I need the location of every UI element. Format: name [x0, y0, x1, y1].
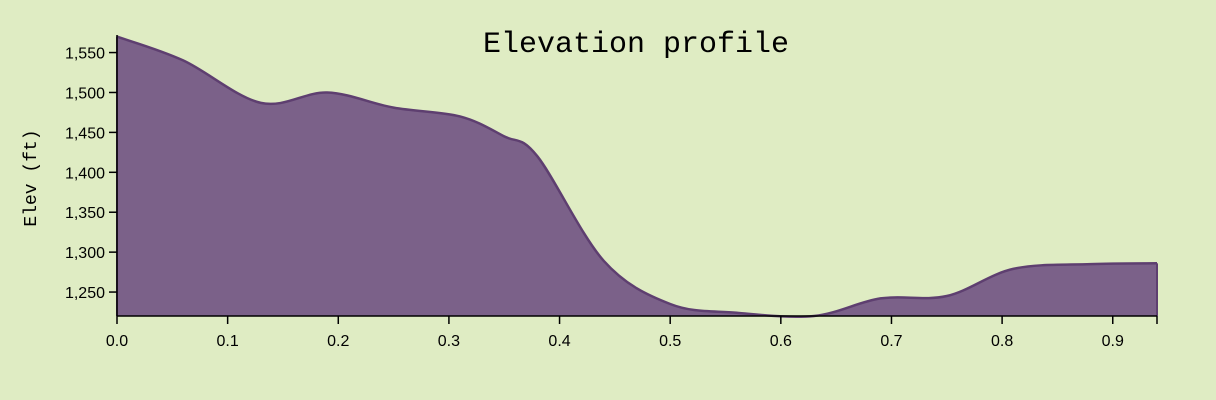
elevation-area-0	[117, 36, 1157, 317]
x-tick-label: 0.4	[548, 333, 570, 350]
x-tick-label: 0.8	[991, 333, 1013, 350]
y-tick-label: 1,350	[65, 205, 105, 222]
y-axis-label: Elev (ft)	[22, 129, 42, 226]
x-axis: 0.0 0.1 0.2 0.3 0.4 0.5 0.6 0.7 0.8 0.9	[106, 315, 1158, 350]
elevation-line-0	[116, 35, 1158, 319]
y-tick-label: 1,400	[65, 165, 105, 182]
x-tick-label: 0.5	[659, 333, 681, 350]
x-tick-label: 0.9	[1102, 333, 1124, 350]
x-tick-label: 0.2	[327, 333, 349, 350]
y-tick-label: 1,250	[65, 285, 105, 302]
x-tick-label: 0.6	[770, 333, 792, 350]
x-tick-label: 0.0	[106, 333, 128, 350]
y-tick-label: 1,450	[65, 125, 105, 142]
x-tick-label: 0.7	[880, 333, 902, 350]
chart-title: Elevation profile	[483, 28, 789, 62]
x-tick-label: 0.3	[438, 333, 460, 350]
y-tick-label: 1,500	[65, 85, 105, 102]
y-axis: 1,250 1,300 1,350 1,400 1,450 1,500 1,550	[65, 35, 118, 316]
x-tick-label: 0.1	[217, 333, 239, 350]
y-tick-label: 1,300	[65, 245, 105, 262]
y-tick-label: 1,550	[65, 46, 105, 63]
